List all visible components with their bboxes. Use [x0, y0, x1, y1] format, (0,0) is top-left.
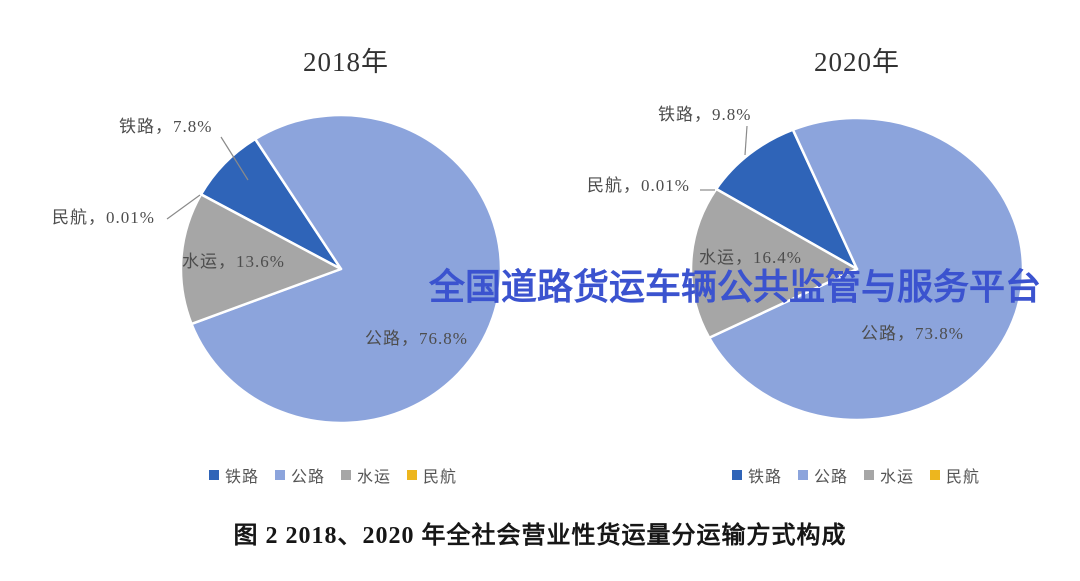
legend-swatch-road	[274, 470, 285, 480]
legend-item-aviation: 民航	[407, 463, 457, 487]
pie-2018-slice-water	[179, 193, 343, 326]
legend-swatch-road	[797, 470, 808, 480]
legend-item-water: 水运	[864, 463, 914, 487]
legend-label-water: 水运	[357, 469, 392, 486]
pie-2018-label-road: 公路，76.8%	[365, 329, 468, 348]
figure-caption: 图 2 2018、2020 年全社会营业性货运量分运输方式构成	[233, 523, 847, 549]
label-leader-line	[744, 125, 748, 156]
legend-item-road: 公路	[274, 463, 325, 487]
legend-swatch-water	[864, 470, 874, 480]
pie-2018-slice-road	[190, 113, 503, 425]
pie-2020-label-aviation: 民航，0.01%	[587, 176, 690, 195]
legend-item-road: 公路	[797, 463, 848, 487]
legend-item-aviation: 民航	[930, 463, 980, 487]
label-leader-line	[220, 136, 249, 181]
legend-swatch-railway	[731, 470, 742, 480]
legend-label-road: 公路	[290, 469, 325, 486]
legend-label-railway: 铁路	[224, 469, 259, 486]
pie-2018-title: 2018年	[303, 47, 389, 77]
legend-label-aviation: 民航	[423, 469, 458, 486]
pie-2018-label-water: 水运，13.6%	[182, 252, 285, 271]
watermark-text: 全国道路货运车辆公共监管与服务平台	[429, 266, 1042, 307]
pie-2020-title: 2020年	[814, 47, 900, 77]
legend-label-water: 水运	[880, 469, 915, 486]
pie-2018-label-aviation: 民航，0.01%	[52, 208, 155, 227]
legend-label-road: 公路	[813, 469, 848, 486]
pie-2018-legend: 铁路 公路 水运 民航	[198, 463, 468, 487]
legend-swatch-water	[341, 470, 351, 480]
legend-label-aviation: 民航	[946, 469, 981, 486]
pie-2020-label-railway: 铁路，9.8%	[658, 105, 752, 124]
legend-item-water: 水运	[341, 463, 391, 487]
pie-2020-label-water: 水运，16.4%	[699, 248, 802, 267]
legend-swatch-aviation	[407, 470, 418, 480]
pie-2020-slice-road	[707, 116, 1025, 422]
pie-2020-slice-railway	[714, 128, 859, 271]
label-leader-line	[166, 194, 201, 220]
legend-swatch-railway	[208, 470, 219, 480]
legend-item-railway: 铁路	[208, 463, 259, 487]
pie-2020-slice-water	[689, 187, 859, 339]
pie-2020-label-road: 公路，73.8%	[861, 324, 964, 343]
legend-label-railway: 铁路	[747, 469, 782, 486]
legend-swatch-aviation	[930, 470, 941, 480]
pie-2018-label-railway: 铁路，7.8%	[119, 117, 213, 136]
pie-2020-legend: 铁路 公路 水运 民航	[716, 463, 996, 487]
legend-item-railway: 铁路	[731, 463, 782, 487]
